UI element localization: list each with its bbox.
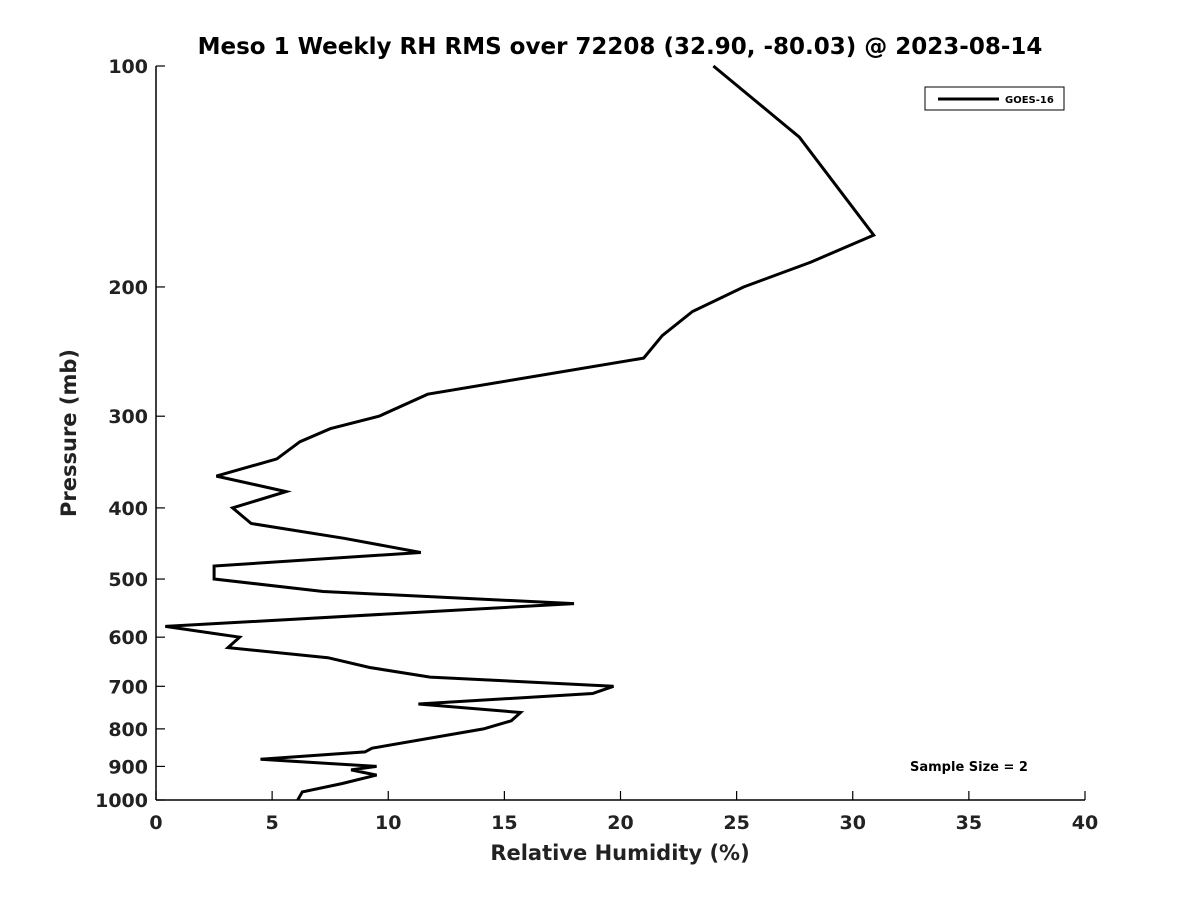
x-tick-label: 0	[149, 812, 162, 834]
plot-area: 0 5 10 15 20 25 30 35 40 100 200 300 400 500 600 700 800…	[95, 56, 1098, 834]
x-tick-label: 40	[1072, 812, 1098, 834]
sample-size-annotation: Sample Size = 2	[910, 760, 1028, 775]
x-tick-label: 10	[375, 812, 401, 834]
x-tick-label: 30	[840, 812, 866, 834]
y-tick-label: 1000	[95, 790, 148, 812]
x-tick-label: 20	[607, 812, 633, 834]
x-axis-label: Relative Humidity (%)	[490, 841, 749, 865]
y-tick-label: 400	[108, 498, 148, 520]
y-tick-label: 800	[108, 719, 148, 741]
x-tick-label: 35	[956, 812, 982, 834]
legend-entry-label: GOES-16	[1005, 95, 1054, 106]
x-tick-label: 15	[491, 812, 517, 834]
y-tick-label: 100	[108, 56, 148, 78]
chart-title: Meso 1 Weekly RH RMS over 72208 (32.90, …	[198, 34, 1043, 60]
x-tick-label: 5	[266, 812, 279, 834]
series-line-goes-16	[165, 64, 877, 801]
x-tick-label: 25	[723, 812, 749, 834]
y-tick-label: 200	[108, 277, 148, 299]
y-tick-label: 900	[108, 756, 148, 778]
y-tick-label: 500	[108, 569, 148, 591]
y-tick-label: 600	[108, 627, 148, 649]
y-tick-label: 700	[108, 676, 148, 698]
y-tick-label: 300	[108, 406, 148, 428]
y-axis-label: Pressure (mb)	[57, 349, 81, 517]
legend: GOES-16	[924, 86, 1065, 111]
